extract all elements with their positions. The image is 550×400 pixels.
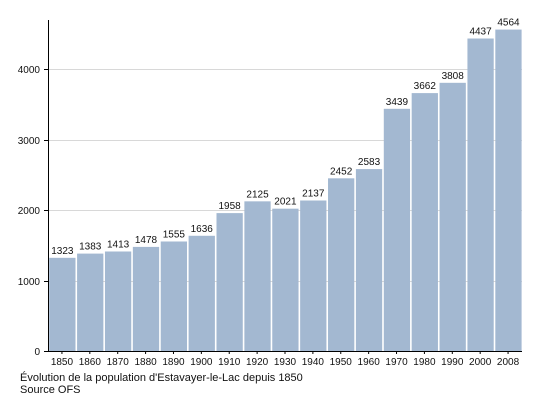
data-label: 1478 [135,235,158,246]
y-tick-label: 0 [34,347,40,358]
x-tick-label: 1870 [107,357,130,368]
x-tick-label: 1960 [358,357,381,368]
y-tick-label: 1000 [18,277,41,288]
data-label: 2137 [302,189,325,200]
bar [300,200,327,351]
x-tick-label: 1850 [51,357,74,368]
data-label: 2583 [358,157,381,168]
data-label: 1323 [51,246,74,257]
x-tick-label: 1880 [134,357,157,368]
data-label: 1555 [163,229,186,240]
bar [132,246,160,351]
data-label: 2125 [246,189,269,200]
data-label: 4437 [469,27,492,38]
bar [216,213,243,351]
x-tick-label: 1970 [385,357,408,368]
data-label: 1958 [219,201,242,212]
x-tick-label: 1940 [302,357,325,368]
data-label: 2452 [330,166,353,177]
data-label: 4564 [497,18,520,29]
x-tick-label: 1910 [218,357,241,368]
x-tick-label: 1990 [441,357,464,368]
x-tick-label: 1950 [330,357,353,368]
bar [104,251,132,351]
x-tick-label: 1930 [274,357,297,368]
bar [411,93,438,352]
data-label: 1636 [191,224,214,235]
x-tick-label: 2000 [469,357,492,368]
data-label: 1383 [79,242,102,253]
x-tick-label: 2008 [497,357,520,368]
data-label: 2021 [274,197,297,208]
bar [383,108,411,351]
bar [49,257,76,351]
x-tick-label: 1900 [190,357,213,368]
x-tick-label: 1920 [246,357,269,368]
bar [272,208,299,351]
chart-source: Source OFS [20,384,81,396]
x-tick-label: 1890 [162,357,185,368]
y-tick-label: 3000 [18,136,41,147]
bar [355,169,383,351]
x-tick-label: 1860 [79,357,102,368]
data-label: 1413 [107,239,130,250]
data-label: 3439 [386,97,409,108]
bar [328,178,355,351]
bar [160,241,188,351]
chart-caption: Évolution de la population d'Estavayer-l… [20,372,303,384]
bar [188,235,215,351]
y-tick-label: 4000 [18,65,41,76]
bar [495,29,522,351]
bar [467,38,494,352]
bar [77,253,104,351]
x-tick-label: 1980 [413,357,436,368]
data-label: 3808 [442,71,465,82]
data-label: 3662 [414,81,437,92]
bar [439,82,466,351]
bar [244,201,271,351]
y-tick-label: 2000 [18,206,41,217]
